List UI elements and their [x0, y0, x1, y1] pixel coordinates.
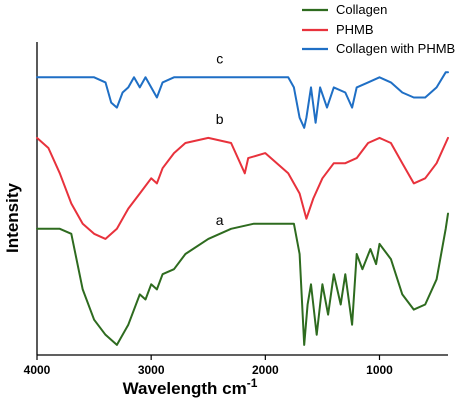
series-line-phmb	[36, 136, 449, 240]
x-tick-label: 3000	[138, 363, 165, 377]
legend-label-collagen: Collagen	[336, 2, 387, 17]
series-line-collagen-with-phmb	[36, 71, 449, 129]
series-line-collagen	[36, 212, 449, 346]
series-letter-label: a	[216, 212, 224, 228]
series-letter-label: c	[216, 50, 223, 66]
series-letter-label: b	[216, 111, 224, 127]
x-axis-label-text: Wavelength cm	[123, 379, 247, 398]
axes	[36, 42, 448, 356]
x-tick-label: 2000	[252, 363, 279, 377]
x-axis-label-superscript: -1	[247, 376, 258, 390]
legend-label-collagen-with-phmb: Collagen with PHMB	[336, 41, 455, 56]
series-lines	[36, 71, 449, 346]
legend: Collagen PHMB Collagen with PHMB	[302, 2, 455, 56]
series-labels: a b c	[216, 50, 224, 228]
y-axis-label: Intensity	[3, 183, 22, 253]
legend-label-phmb: PHMB	[336, 22, 374, 37]
x-ticks: 4000 3000 2000 1000	[24, 355, 393, 377]
x-axis-label: Wavelength cm-1	[123, 376, 258, 398]
x-tick-label: 4000	[24, 363, 51, 377]
x-tick-label: 1000	[366, 363, 393, 377]
